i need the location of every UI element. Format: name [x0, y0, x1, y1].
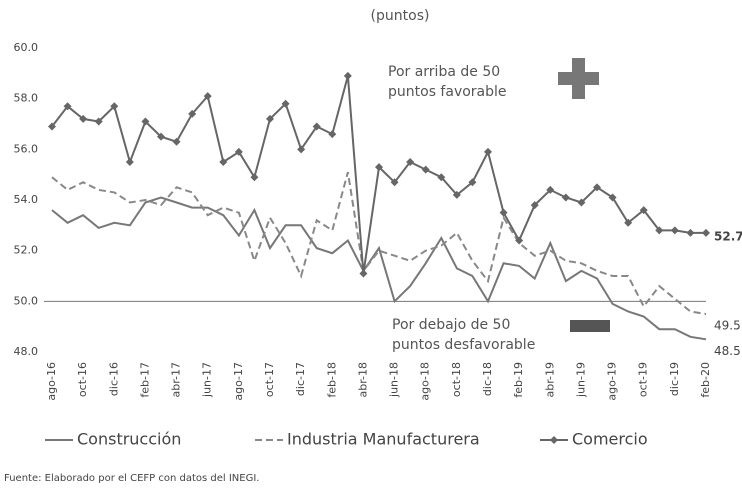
point	[234, 147, 243, 156]
x-tick-label: abr-17	[170, 362, 183, 398]
plus-icon	[558, 58, 599, 99]
legend-label: Comercio	[572, 430, 648, 449]
point	[546, 185, 555, 194]
y-tick-label: 60.0	[14, 41, 39, 54]
point	[94, 117, 103, 126]
x-tick-label: dic-19	[668, 362, 681, 396]
x-tick-label: oct-16	[76, 362, 89, 397]
point	[639, 206, 648, 215]
point	[328, 130, 337, 139]
x-tick-label: abr-18	[356, 362, 369, 398]
x-tick-label: jun-18	[388, 362, 401, 398]
x-tick-label: ago-18	[419, 362, 432, 401]
x-tick-label: ago-19	[606, 362, 619, 401]
legend-label: Construcción	[77, 430, 181, 449]
point	[297, 145, 306, 154]
point	[281, 99, 290, 108]
point	[141, 117, 150, 126]
y-tick-label: 48.0	[14, 345, 39, 358]
x-tick-label: oct-18	[450, 362, 463, 397]
series-line	[51, 171, 707, 315]
series-line	[51, 196, 707, 341]
x-tick-label: dic-16	[107, 362, 120, 396]
point	[375, 163, 383, 172]
x-tick-label: oct-19	[637, 362, 650, 397]
point	[203, 92, 212, 101]
x-tick-label: ago-17	[232, 362, 245, 401]
point	[530, 201, 539, 210]
point	[515, 236, 524, 245]
point	[79, 114, 88, 123]
point	[157, 132, 165, 141]
point	[670, 226, 679, 235]
point	[188, 109, 197, 118]
point	[172, 137, 181, 146]
point	[250, 173, 259, 182]
x-tick-label: feb-17	[138, 362, 151, 398]
point	[624, 218, 633, 227]
x-tick-label: feb-20	[699, 362, 712, 398]
x-tick-label: dic-17	[294, 362, 307, 396]
point	[312, 122, 321, 131]
end-label: 52.7	[714, 229, 742, 243]
series-line	[51, 75, 706, 274]
point	[219, 158, 228, 166]
source: Fuente: Elaborado por el CEFP con datos …	[4, 473, 259, 484]
point	[484, 147, 492, 156]
legend-label: Industria Manufacturera	[287, 430, 480, 449]
point	[266, 114, 274, 123]
point	[593, 183, 601, 192]
y-tick-label: 56.0	[14, 142, 39, 155]
point	[437, 173, 446, 182]
point	[468, 178, 477, 187]
point	[561, 193, 570, 202]
point	[608, 193, 617, 202]
point	[125, 158, 134, 166]
point	[63, 102, 72, 111]
legend-marker	[550, 436, 558, 444]
x-tick-label: feb-18	[325, 362, 338, 398]
point	[390, 178, 399, 187]
end-label: 48.5	[714, 344, 741, 358]
point	[343, 71, 352, 80]
point	[655, 226, 664, 235]
point	[686, 228, 695, 237]
x-tick-label: feb-19	[512, 362, 525, 398]
annotation: puntos desfavorable	[392, 337, 535, 353]
y-tick-label: 52.0	[14, 244, 39, 257]
y-tick-label: 54.0	[14, 193, 39, 206]
minus-icon	[570, 320, 610, 332]
point	[110, 102, 119, 111]
point	[499, 208, 508, 217]
annotation: Por arriba de 50	[388, 64, 500, 80]
x-tick-label: jun-17	[201, 362, 214, 398]
point	[406, 158, 415, 166]
point	[452, 190, 461, 199]
y-tick-label: 58.0	[14, 92, 39, 105]
y-tick-label: 50.0	[14, 294, 39, 307]
annotation: Por debajo de 50	[392, 317, 510, 333]
x-tick-label: ago-16	[45, 362, 58, 401]
x-tick-label: oct-17	[263, 362, 276, 397]
annotation: puntos favorable	[388, 84, 507, 100]
point	[577, 198, 586, 207]
x-tick-label: jun-19	[574, 362, 587, 398]
x-tick-label: abr-19	[543, 362, 556, 398]
end-label: 49.5	[714, 319, 741, 333]
point	[48, 122, 56, 131]
point	[702, 228, 710, 237]
chart-subtitle: (puntos)	[371, 8, 430, 24]
point	[421, 165, 430, 174]
point	[359, 269, 368, 278]
x-tick-label: dic-18	[481, 362, 494, 396]
